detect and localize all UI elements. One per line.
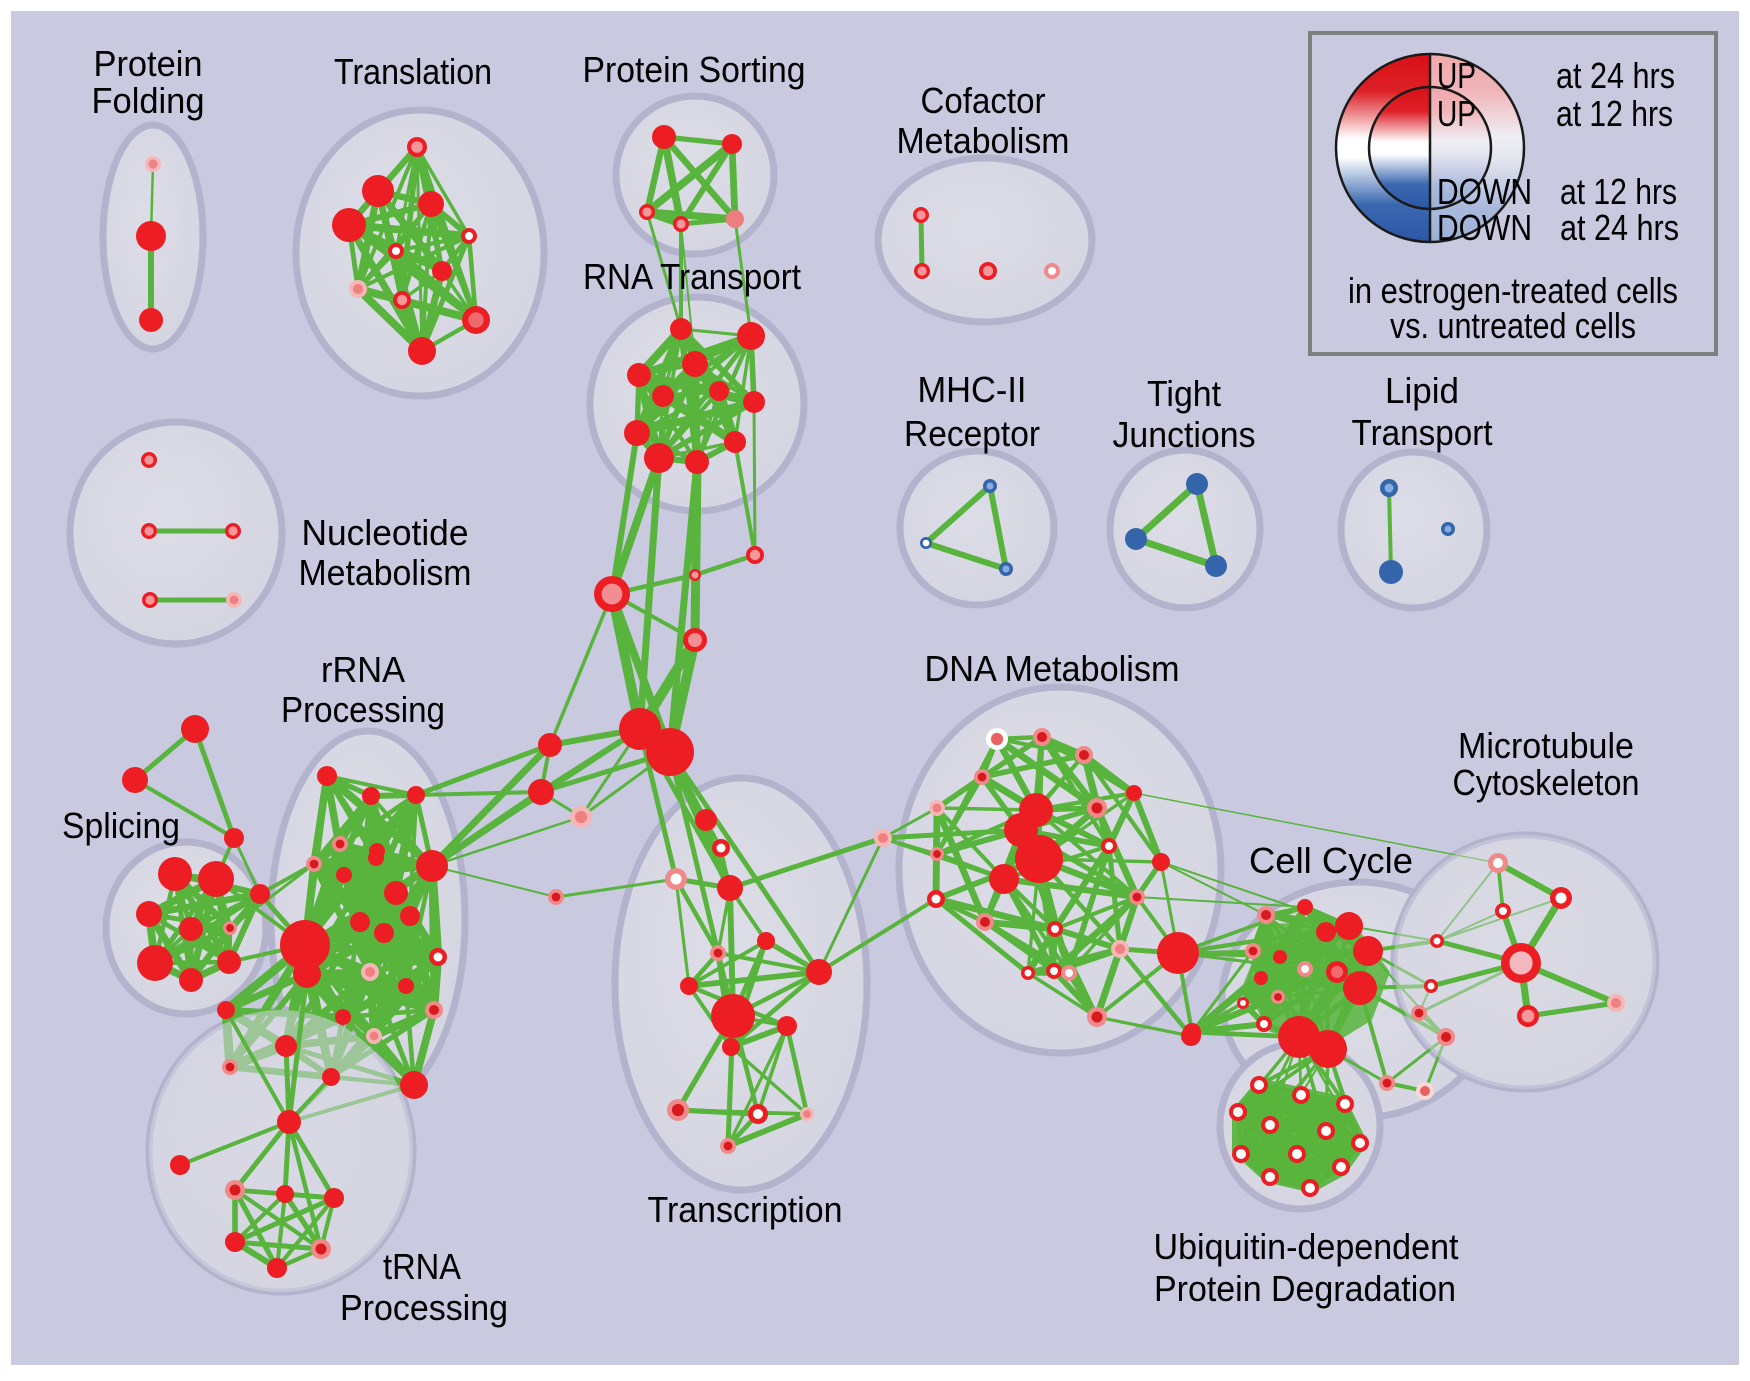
svg-text:Receptor: Receptor [904,413,1040,454]
svg-text:Microtubule: Microtubule [1458,725,1634,766]
svg-text:Nucleotide: Nucleotide [302,512,469,553]
svg-text:RNA Transport: RNA Transport [583,256,801,297]
svg-text:at 12 hrs: at 12 hrs [1556,93,1673,134]
svg-text:vs. untreated cells: vs. untreated cells [1390,305,1636,346]
svg-text:at 12 hrs: at 12 hrs [1560,171,1677,212]
svg-text:Metabolism: Metabolism [897,120,1070,161]
svg-text:Lipid: Lipid [1385,370,1459,411]
svg-text:Transport: Transport [1352,412,1493,453]
svg-text:MHC-II: MHC-II [918,369,1027,410]
svg-text:Ubiquitin-dependent: Ubiquitin-dependent [1154,1226,1459,1267]
svg-text:Cytoskeleton: Cytoskeleton [1453,762,1640,803]
svg-text:Junctions: Junctions [1113,414,1256,455]
svg-text:Metabolism: Metabolism [299,552,472,593]
svg-text:DNA Metabolism: DNA Metabolism [925,648,1180,689]
svg-text:UP: UP [1437,93,1476,134]
svg-text:at 24 hrs: at 24 hrs [1560,207,1679,248]
svg-text:Folding: Folding [92,80,205,121]
svg-text:UP: UP [1437,55,1476,96]
svg-text:Tight: Tight [1147,373,1221,414]
svg-text:Processing: Processing [340,1287,508,1328]
svg-text:tRNA: tRNA [383,1246,461,1287]
svg-text:rRNA: rRNA [321,649,405,690]
svg-text:DOWN: DOWN [1437,207,1532,248]
svg-text:Cell Cycle: Cell Cycle [1249,840,1413,881]
svg-text:Processing: Processing [281,689,445,730]
svg-text:Transcription: Transcription [648,1189,843,1230]
svg-text:Translation: Translation [334,51,492,92]
svg-text:Protein: Protein [94,43,203,84]
svg-text:Protein Sorting: Protein Sorting [583,49,806,90]
svg-text:at 24 hrs: at 24 hrs [1556,55,1675,96]
svg-text:Protein Degradation: Protein Degradation [1154,1268,1456,1309]
svg-text:in estrogen-treated cells: in estrogen-treated cells [1348,270,1678,311]
svg-text:DOWN: DOWN [1437,171,1532,212]
svg-text:Splicing: Splicing [62,805,180,846]
svg-text:Cofactor: Cofactor [921,80,1046,121]
